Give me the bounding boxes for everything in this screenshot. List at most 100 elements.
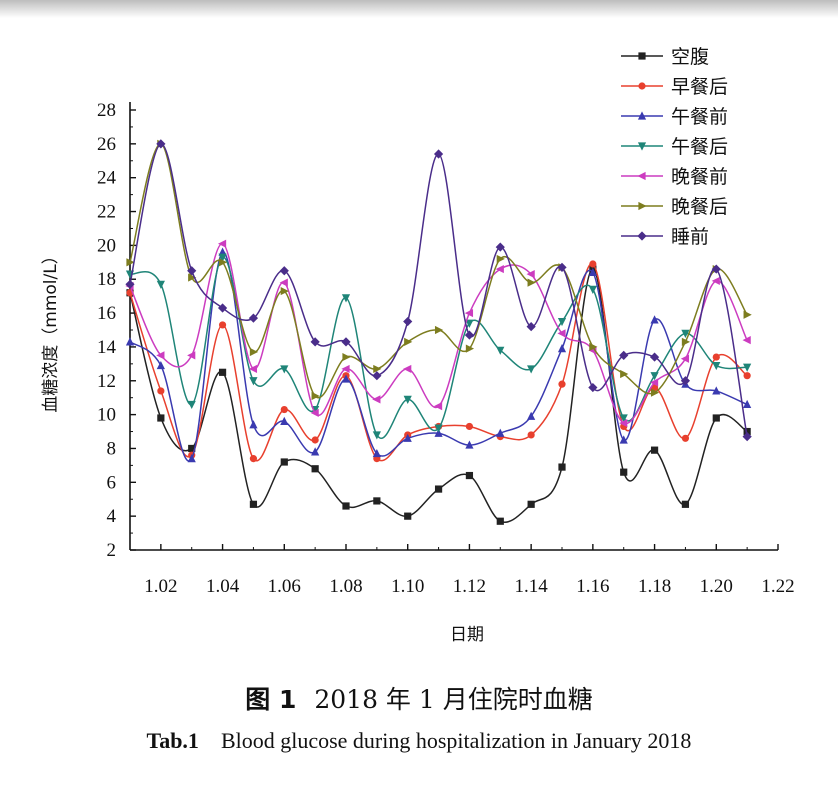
data-point: [496, 254, 505, 264]
y-tick-label: 28: [97, 100, 116, 121]
series-1: [126, 265, 751, 525]
data-point: [218, 368, 227, 376]
data-point: [188, 444, 196, 453]
data-point: [588, 267, 597, 277]
series-line: [129, 256, 748, 439]
y-tick-label: 24: [97, 168, 117, 189]
data-point: [496, 517, 504, 525]
legend-label: 晚餐后: [671, 196, 728, 218]
legend-swatch-marker: [637, 111, 647, 120]
data-point: [372, 395, 381, 404]
data-point: [681, 500, 690, 508]
data-point: [187, 351, 196, 360]
y-tick-label: 10: [97, 405, 116, 426]
data-point: [403, 395, 412, 404]
data-point: [743, 399, 752, 409]
data-point: [619, 435, 628, 444]
y-tick-label: 2: [107, 540, 117, 561]
data-point: [527, 500, 535, 508]
data-point: [341, 294, 351, 303]
x-tick-label: 1.20: [700, 576, 733, 597]
data-point: [527, 411, 536, 420]
data-point: [526, 322, 536, 332]
x-tick-label: 1.10: [391, 576, 424, 597]
data-point: [649, 378, 659, 387]
legend-label: 午餐前: [671, 106, 728, 128]
series-4: [125, 253, 752, 440]
data-point: [649, 352, 660, 362]
data-point: [311, 447, 320, 456]
data-point: [650, 446, 659, 454]
data-point: [495, 264, 504, 274]
data-point: [681, 337, 691, 346]
figure-title-en: Blood glucose during hospitalization in …: [220, 728, 692, 753]
data-point: [310, 408, 319, 418]
data-point: [249, 500, 258, 508]
data-point: [743, 372, 751, 380]
data-point: [465, 344, 475, 353]
data-point: [218, 321, 227, 329]
data-point: [434, 424, 443, 433]
data-point: [280, 286, 289, 296]
data-point: [433, 149, 444, 159]
data-point: [156, 360, 165, 370]
legend-item: 午餐前: [621, 106, 728, 128]
data-point: [157, 387, 165, 395]
legend-label: 睡前: [671, 226, 709, 248]
data-point: [156, 139, 166, 149]
legend-swatch-marker: [637, 171, 646, 181]
y-tick-label: 20: [97, 235, 116, 256]
data-point: [217, 239, 227, 248]
x-tick-label: 1.12: [453, 576, 486, 597]
legend-label: 午餐后: [671, 136, 728, 158]
legend-label: 晚餐前: [671, 166, 728, 188]
data-point: [465, 422, 474, 431]
data-point: [187, 400, 196, 410]
data-point: [372, 448, 381, 458]
data-point: [557, 262, 567, 272]
data-point: [403, 364, 412, 374]
legend-swatch-marker: [638, 201, 647, 211]
data-point: [280, 458, 288, 466]
data-point: [650, 388, 660, 397]
series-3: [125, 247, 752, 463]
data-point: [157, 414, 165, 422]
data-point: [712, 386, 721, 395]
data-point: [249, 455, 258, 463]
data-point: [464, 330, 475, 340]
data-point: [248, 364, 258, 374]
x-tick-label: 1.14: [515, 576, 549, 597]
data-point: [650, 372, 659, 381]
data-point: [279, 266, 289, 276]
data-point: [341, 337, 351, 347]
legend-label: 早餐后: [671, 76, 728, 98]
y-tick-label: 22: [97, 202, 116, 223]
data-point: [680, 376, 691, 386]
data-point: [280, 365, 289, 374]
data-point: [465, 319, 474, 328]
data-point: [743, 310, 752, 319]
data-point: [712, 414, 720, 422]
figure-label-en: Tab.1: [146, 728, 199, 753]
data-point: [403, 433, 412, 442]
figure-caption-en: Tab.1 Blood glucose during hospitalizatio…: [0, 728, 838, 754]
data-point: [465, 440, 474, 449]
data-point: [619, 414, 628, 423]
figure-label-cn: 图 1: [245, 685, 297, 714]
x-tick-label: 1.16: [576, 576, 609, 597]
legend-swatch-marker: [637, 231, 647, 241]
data-point: [249, 420, 258, 429]
data-point: [619, 418, 628, 428]
data-point: [310, 337, 320, 347]
data-point: [557, 329, 566, 338]
data-point: [373, 497, 381, 505]
y-axis-title: 血糖浓度（mmol/L）: [41, 247, 61, 412]
legend-item: 空腹: [621, 46, 709, 68]
data-point: [311, 465, 319, 473]
data-point: [125, 279, 135, 289]
data-point: [527, 365, 536, 374]
data-point: [156, 351, 165, 360]
data-point: [619, 350, 629, 360]
